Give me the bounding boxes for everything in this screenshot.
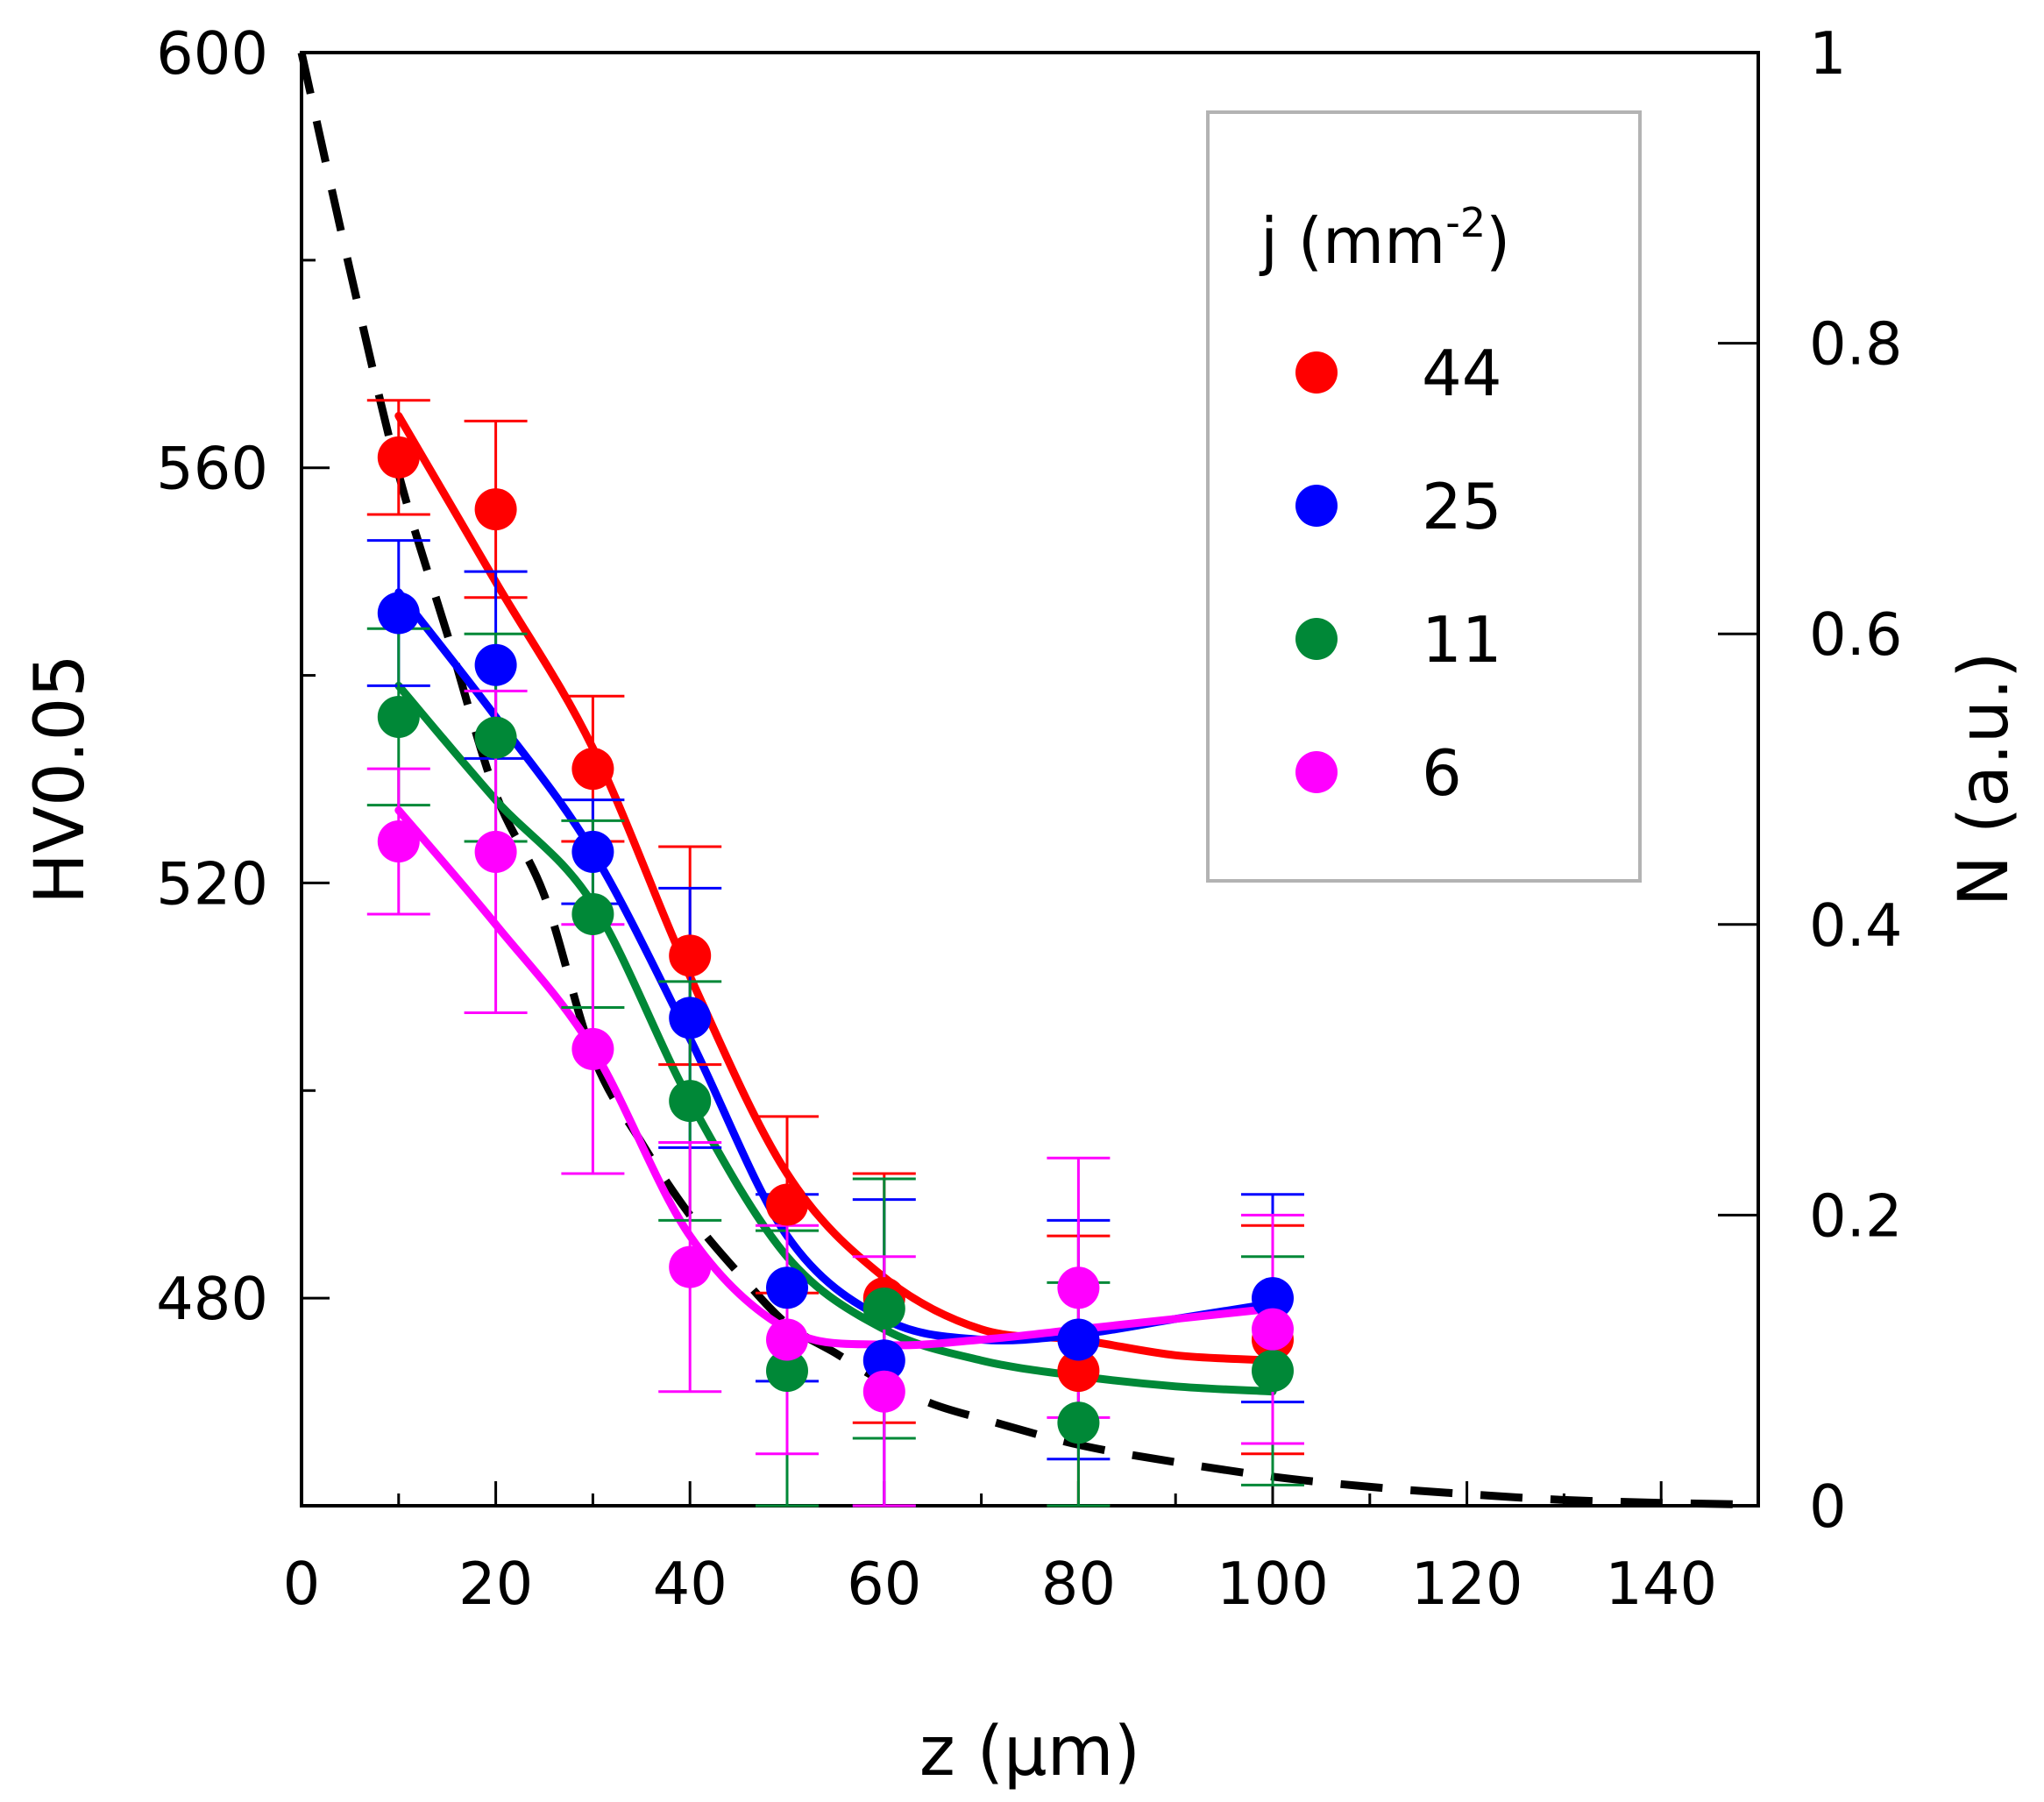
legend-title: j (mm-2): [1259, 199, 1510, 278]
x-tick-label: 80: [1041, 1550, 1116, 1618]
data-point-25: [474, 643, 517, 686]
data-point-6: [1057, 1266, 1100, 1309]
x-tick-label: 100: [1217, 1550, 1329, 1618]
y-left-tick-label: 520: [156, 849, 268, 918]
y-right-tick-label: 0.4: [1809, 891, 1903, 960]
data-point-6: [377, 820, 420, 863]
data-point-6: [766, 1318, 808, 1361]
legend-items: 44 25 11 6: [1295, 337, 1502, 810]
legend-marker-6: [1295, 751, 1338, 793]
legend-marker-11: [1295, 618, 1338, 660]
data-point-11: [862, 1287, 905, 1330]
data-point-6: [474, 830, 517, 873]
data-point-44: [571, 748, 614, 791]
data-point-44: [766, 1183, 808, 1226]
data-point-44: [474, 488, 517, 531]
y-right-tick-label: 0.2: [1809, 1181, 1903, 1250]
data-point-11: [474, 716, 517, 759]
data-point-25: [1057, 1318, 1100, 1361]
data-point-6: [1252, 1308, 1294, 1351]
y-right-tick-label: 1: [1809, 19, 1847, 88]
x-tick-label: 60: [847, 1550, 921, 1618]
data-point-11: [766, 1350, 808, 1393]
y-left-ticks: 480 520 560 600: [156, 19, 330, 1333]
y-left-tick-label: 480: [156, 1265, 268, 1333]
x-tick-label: 0: [283, 1550, 321, 1618]
legend-label-44: 44: [1422, 337, 1502, 410]
data-point-6: [571, 1027, 614, 1070]
data-point-44: [669, 934, 712, 977]
reference-dashed-curve: [297, 52, 1739, 1508]
x-ticks: 0 20 40 60 80 100 120 140: [283, 1481, 1717, 1618]
x-tick-label: 40: [653, 1550, 727, 1618]
data-point-25: [1252, 1277, 1294, 1320]
plot-frame: [300, 51, 1760, 1508]
x-tick-label: 20: [458, 1550, 533, 1618]
x-tick-label: 140: [1605, 1550, 1717, 1618]
y-right-ticks: 0 0.2 0.4 0.6 0.8 1: [1718, 19, 1903, 1541]
legend-label-25: 25: [1422, 470, 1502, 543]
legend: j (mm-2) 44 25 11 6: [1206, 110, 1642, 883]
data-point-6: [669, 1245, 712, 1288]
legend-label-6: 6: [1422, 736, 1462, 810]
data-point-11: [1252, 1350, 1294, 1393]
data-point-25: [669, 997, 712, 1039]
legend-marker-25: [1295, 485, 1338, 527]
data-point-11: [669, 1080, 712, 1123]
data-point-25: [377, 592, 420, 635]
y-left-tick-label: 600: [156, 19, 268, 88]
y-left-axis-title: HV0.05: [21, 654, 100, 905]
y-right-axis-title: N (a.u.): [1945, 652, 2024, 907]
fit-line-6: [394, 806, 1277, 1350]
y-right-tick-label: 0: [1809, 1472, 1847, 1541]
y-left-tick-label: 560: [156, 435, 268, 503]
data-point-11: [377, 695, 420, 738]
fit-lines: [394, 412, 1277, 1396]
data-point-44: [377, 436, 420, 479]
legend-marker-44: [1295, 351, 1338, 394]
x-axis-title: z (μm): [919, 1713, 1140, 1791]
data-point-25: [766, 1266, 808, 1309]
legend-label-11: 11: [1422, 603, 1502, 677]
y-right-tick-label: 0.8: [1809, 310, 1903, 379]
data-point-6: [862, 1370, 905, 1413]
y-right-tick-label: 0.6: [1809, 600, 1903, 669]
data-point-25: [571, 830, 614, 873]
reference-curve: [297, 52, 1739, 1508]
legend-box: [1206, 110, 1642, 883]
data-point-25: [862, 1339, 905, 1382]
fit-line-44: [394, 412, 1277, 1365]
x-tick-label: 120: [1411, 1550, 1523, 1618]
data-points: [377, 436, 1294, 1444]
data-point-11: [1057, 1401, 1100, 1444]
data-point-11: [571, 892, 614, 935]
data-point-44: [1057, 1350, 1100, 1393]
